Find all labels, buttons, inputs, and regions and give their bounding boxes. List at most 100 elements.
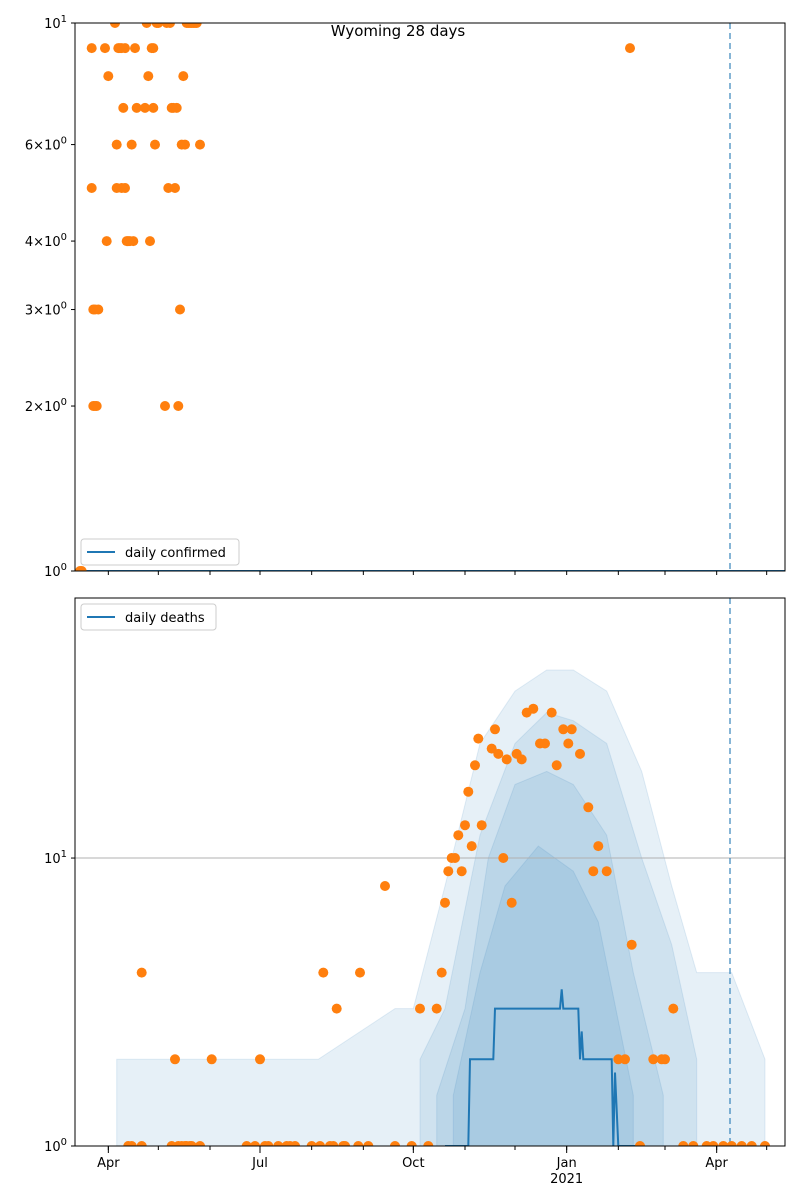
data-point [601, 866, 612, 877]
data-point [315, 1141, 325, 1146]
data-point [390, 1141, 400, 1146]
data-point [160, 401, 170, 411]
data-point [558, 724, 569, 735]
legend: daily deaths [80, 603, 217, 631]
data-point [195, 139, 205, 150]
data-point [476, 820, 487, 831]
data-point [668, 1003, 679, 1014]
data-point [620, 1054, 630, 1065]
x-tick-label: Oct [402, 1156, 424, 1171]
data-point [566, 724, 577, 735]
data-point [736, 1141, 747, 1146]
data-point [86, 43, 97, 54]
axes-frame [74, 597, 786, 1147]
plot-area [75, 598, 785, 1146]
data-point [436, 967, 447, 978]
y-tick-label: 100 [44, 1137, 67, 1155]
data-point [86, 183, 97, 193]
data-point [255, 1054, 265, 1065]
data-point [583, 802, 594, 813]
data-point [100, 43, 110, 54]
data-point [143, 71, 154, 82]
data-point [150, 139, 160, 150]
legend-label: daily confirmed [125, 546, 226, 561]
data-point [575, 748, 585, 759]
data-point [263, 1141, 274, 1146]
data-point [171, 102, 182, 113]
data-point [136, 967, 147, 978]
data-point [726, 1141, 737, 1146]
data-point [186, 1141, 197, 1146]
data-point [501, 754, 512, 765]
data-point [688, 1141, 699, 1146]
data-point [563, 738, 574, 749]
y-tick-label: 3×100 [25, 301, 67, 319]
data-point [718, 1141, 729, 1146]
data-point [546, 707, 557, 718]
data-point [528, 703, 539, 714]
data-point [473, 733, 484, 744]
axes-frame [74, 22, 786, 572]
data-point [111, 139, 122, 150]
data-point [460, 820, 470, 831]
data-point [191, 23, 202, 28]
data-point [453, 830, 464, 841]
data-point [141, 23, 152, 28]
data-point [516, 754, 527, 765]
data-point [551, 760, 562, 771]
data-point [363, 1141, 374, 1146]
data-point [328, 1141, 339, 1146]
data-point [415, 1003, 425, 1014]
data-point [588, 866, 599, 877]
data-point [120, 43, 130, 54]
y-tick-label: 2×100 [25, 397, 67, 415]
y-tick-label: 101 [44, 849, 67, 867]
legend-label: daily deaths [125, 611, 205, 626]
data-point [593, 841, 604, 852]
data-point [463, 786, 474, 797]
plot-area [75, 23, 785, 571]
data-point [318, 967, 329, 978]
data-point [290, 1141, 300, 1146]
data-point [506, 897, 517, 908]
data-point [126, 1141, 137, 1146]
uncertainty-band-3 [452, 845, 634, 1146]
data-point [353, 1141, 364, 1146]
x-tick-sublabel: 2021 [550, 1172, 583, 1187]
data-point [165, 23, 175, 28]
data-point [450, 853, 460, 863]
data-point [93, 304, 104, 315]
data-point [145, 236, 155, 247]
panel-daily-confirmed: 100 2×100 3×100 4×100 6×100 101 daily confirme… [25, 14, 786, 580]
data-point [331, 1003, 342, 1014]
y-tick-label: 100 [44, 562, 67, 580]
data-point [110, 23, 120, 28]
x-tick-label: Apr [97, 1156, 120, 1171]
data-point [131, 102, 142, 113]
data-point [101, 236, 112, 247]
data-point [173, 401, 184, 411]
legend: daily confirmed [80, 538, 240, 566]
data-point [180, 139, 190, 150]
data-point [648, 1054, 659, 1065]
y-tick-label: 4×100 [25, 232, 67, 250]
data-point [431, 1003, 442, 1014]
data-point [456, 866, 467, 877]
data-point [466, 841, 477, 852]
series-line-daily-deaths [445, 989, 642, 1146]
data-point [273, 1141, 284, 1146]
data-point [136, 1141, 147, 1146]
data-point [206, 1054, 217, 1065]
data-point [120, 183, 130, 193]
data-point [625, 43, 635, 54]
data-point [470, 760, 480, 771]
data-point [660, 1054, 670, 1065]
data-point [746, 1141, 757, 1146]
data-point [195, 1141, 205, 1146]
data-point [148, 102, 159, 113]
data-point [540, 738, 550, 749]
data-point [250, 1141, 260, 1146]
data-point [128, 236, 139, 247]
